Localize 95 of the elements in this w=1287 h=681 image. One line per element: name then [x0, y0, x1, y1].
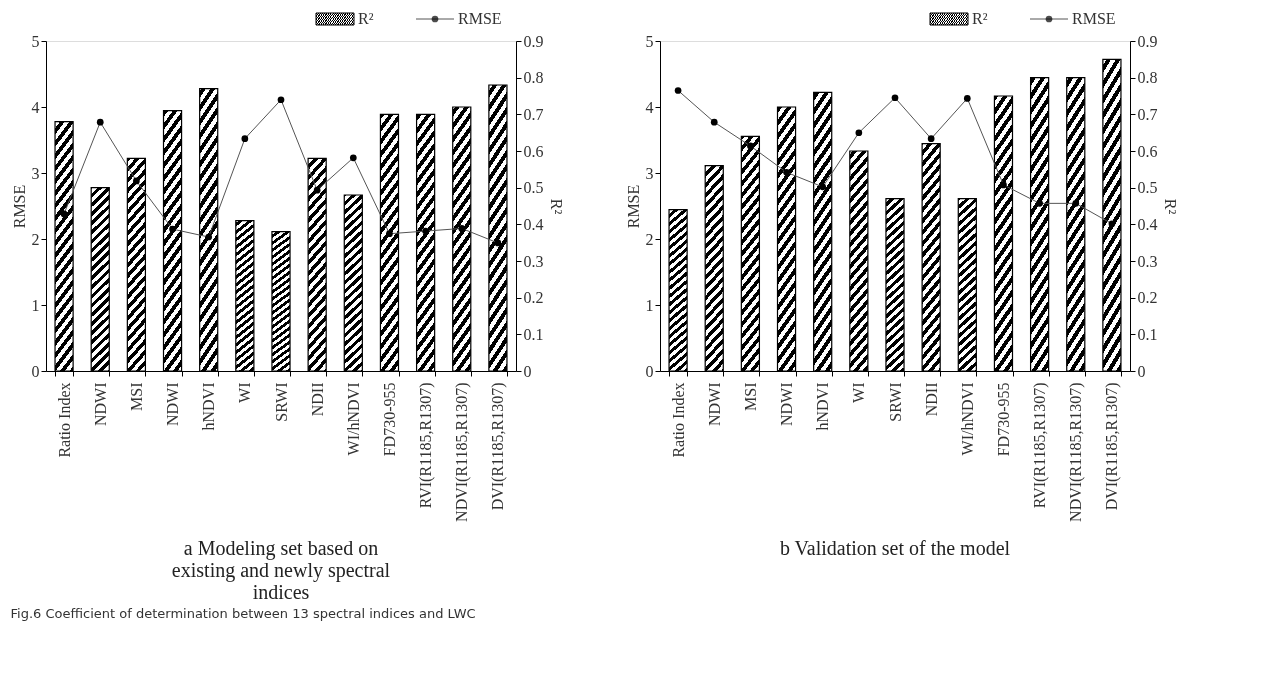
y-tick-label: 0 [645, 362, 654, 380]
y2-tick-label: 0.1 [523, 325, 544, 343]
x-tick-label: NDVI(R1185,R1307) [1067, 382, 1086, 522]
point [891, 94, 899, 102]
point [1108, 220, 1116, 228]
x-tick-label: DVI(R1185,R1307) [489, 382, 508, 511]
x-tick-label: hNDVI [814, 382, 832, 431]
y2-tick-label: 0.3 [523, 252, 544, 270]
y2-tick-label: 0.5 [1137, 179, 1158, 197]
point [1000, 181, 1007, 189]
y-tick-label: 0 [31, 362, 40, 380]
y2-tick-label: 0.8 [1137, 69, 1158, 87]
point [241, 135, 249, 143]
y2-axis-title: R² [547, 198, 565, 215]
point [927, 135, 935, 143]
y2-tick-label: 0 [1137, 362, 1146, 380]
point [422, 227, 429, 235]
legend-label: RMSE [458, 10, 502, 27]
x-tick-label: SRWI [886, 382, 904, 422]
point [458, 225, 466, 232]
point [674, 87, 682, 94]
y2-tick-label: 0.3 [1137, 252, 1158, 270]
x-tick-label: RVI(R1185,R1307) [1031, 382, 1050, 509]
x-tick-label: NDII [308, 382, 326, 417]
point [494, 239, 502, 247]
text: a Modeling set based on existing and newly spectral indices [171, 537, 391, 604]
y2-tick-label: 0.2 [1137, 289, 1158, 307]
point [96, 118, 104, 126]
x-tick-label: RVI(R1185,R1307) [417, 382, 436, 509]
y-axis-title: RMSE [10, 184, 28, 229]
y-tick-label: 4 [645, 98, 654, 116]
y-tick-label: 5 [31, 32, 40, 50]
x-tick-label: SRWI [272, 382, 290, 422]
y2-tick-label: 0.9 [1137, 32, 1158, 50]
y2-tick-label: 0.4 [1137, 215, 1158, 233]
x-tick-label: WI [236, 382, 254, 403]
x-tick-label: FD730-955 [994, 382, 1012, 457]
point [819, 183, 827, 191]
x-tick-label: hNDVI [200, 382, 218, 431]
x-tick-label: WI/hNDVI [344, 382, 362, 456]
x-tick-label: Ratio Index [55, 382, 73, 458]
point [277, 96, 285, 104]
point [386, 230, 393, 238]
caption: Fig.6 Coefficient of determination between 13 spectral indices and LWC [10, 605, 476, 621]
y2-tick-label: 0.2 [523, 289, 544, 307]
text: b Validation set of the model [779, 537, 1011, 560]
point [710, 118, 718, 126]
y-tick-label: 3 [645, 164, 654, 182]
y2-tick-label: 0.7 [1137, 105, 1158, 123]
x-tick-label: DVI(R1185,R1307) [1103, 382, 1122, 511]
y-tick-label: 3 [31, 164, 40, 182]
y2-tick-label: 0.1 [1137, 325, 1158, 343]
x-tick-label: NDWI [164, 382, 182, 427]
y-tick-label: 1 [645, 296, 654, 314]
x-tick-label: NDWI [91, 382, 109, 427]
y2-tick-label: 0.9 [523, 32, 544, 50]
point [963, 95, 971, 102]
y-tick-label: 2 [31, 230, 40, 248]
y-tick-label: 4 [31, 98, 40, 116]
y2-tick-label: 0 [523, 362, 532, 380]
y2-tick-label: 0.7 [523, 105, 544, 123]
legend-label: R² [972, 10, 988, 27]
point [133, 177, 140, 185]
y2-tick-label: 0.8 [523, 69, 544, 87]
legend-label: RMSE [1072, 10, 1116, 27]
point [783, 168, 790, 176]
x-tick-label: WI [850, 382, 868, 403]
x-tick-label: MSI [127, 382, 145, 411]
point [349, 154, 357, 162]
x-tick-label: NDWI [778, 382, 796, 427]
y2-tick-label: 0.4 [523, 215, 544, 233]
y-tick-label: 2 [645, 230, 654, 248]
y-axis-title: RMSE [624, 184, 642, 229]
point [169, 225, 176, 233]
y-tick-label: 1 [31, 296, 40, 314]
y-tick-label: 5 [645, 32, 654, 50]
point [205, 233, 213, 241]
point [313, 186, 321, 194]
x-tick-label: NDII [922, 382, 940, 417]
x-tick-label: WI/hNDVI [958, 382, 976, 456]
x-tick-label: MSI [741, 382, 759, 411]
x-tick-label: Ratio Index [669, 382, 687, 458]
point [1072, 200, 1080, 207]
y2-axis-title: R² [1161, 198, 1179, 215]
x-tick-label: NDWI [705, 382, 723, 427]
x-tick-label: FD730-955 [380, 382, 398, 457]
legend-label: R² [358, 10, 374, 27]
point [60, 210, 68, 218]
y2-tick-label: 0.6 [1137, 142, 1158, 160]
point [1036, 200, 1043, 207]
x-tick-label: NDVI(R1185,R1307) [453, 382, 472, 522]
y2-tick-label: 0.5 [523, 179, 544, 197]
point [747, 142, 754, 150]
y2-tick-label: 0.6 [523, 142, 544, 160]
point [855, 129, 863, 137]
